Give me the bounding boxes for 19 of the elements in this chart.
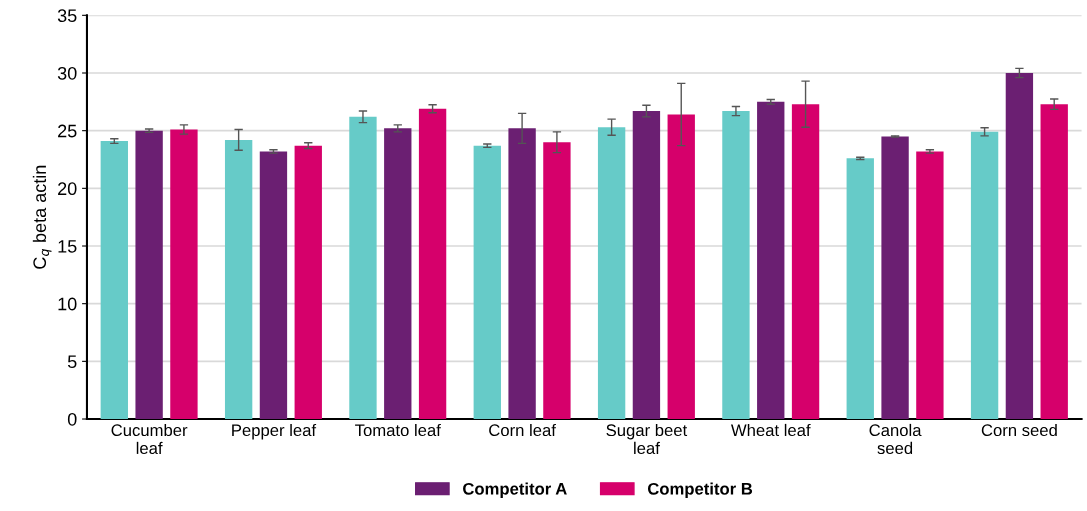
x-tick-label: Sugar beet leaf — [606, 423, 688, 455]
y-tick-label: 0 — [67, 412, 77, 426]
y-tick-label: 15 — [58, 240, 77, 253]
x-tick-label: Tomato leaf — [355, 423, 441, 437]
x-tick-label: Wheat leaf — [730, 423, 811, 437]
x-tick-label: Cucumber leaf — [111, 423, 188, 455]
x-tick-label: Corn leaf — [489, 423, 556, 437]
y-tick-label: 30 — [57, 66, 77, 80]
y-tick-label: 10 — [58, 297, 77, 311]
y-tick-label: 25 — [58, 124, 77, 138]
x-tick-label: Pepper leaf — [232, 423, 317, 440]
y-tick-label: 35 — [57, 9, 77, 23]
legend-label: Competitor A — [463, 482, 567, 498]
y-tick-label: 20 — [58, 182, 77, 196]
y-tick-label: 5 — [67, 355, 77, 369]
y-axis-title: C$_{q}$ beta actin — [32, 165, 52, 269]
legend-label: Competitor B — [647, 482, 753, 498]
x-tick-label: Canola seed — [869, 423, 922, 455]
x-tick-label: Corn seed — [981, 423, 1057, 437]
